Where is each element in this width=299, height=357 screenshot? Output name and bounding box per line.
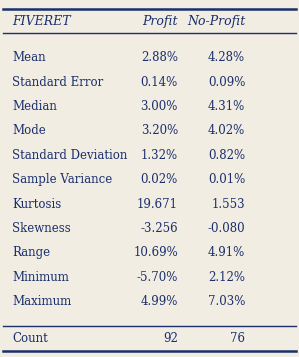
Text: 19.671: 19.671 (137, 198, 178, 211)
Text: No-Profit: No-Profit (187, 15, 245, 27)
Text: 4.91%: 4.91% (208, 246, 245, 260)
Text: 0.82%: 0.82% (208, 149, 245, 162)
Text: 76: 76 (230, 332, 245, 345)
Text: Minimum: Minimum (12, 271, 69, 284)
Text: -3.256: -3.256 (140, 222, 178, 235)
Text: Sample Variance: Sample Variance (12, 173, 112, 186)
Text: 4.02%: 4.02% (208, 125, 245, 137)
Text: Mode: Mode (12, 125, 46, 137)
Text: 0.14%: 0.14% (141, 76, 178, 89)
Text: Mean: Mean (12, 51, 45, 64)
Text: 4.28%: 4.28% (208, 51, 245, 64)
Text: 0.09%: 0.09% (208, 76, 245, 89)
Text: FIVERET: FIVERET (12, 15, 71, 27)
Text: 4.31%: 4.31% (208, 100, 245, 113)
Text: Standard Deviation: Standard Deviation (12, 149, 127, 162)
Text: Maximum: Maximum (12, 295, 71, 308)
Text: Skewness: Skewness (12, 222, 71, 235)
Text: 2.12%: 2.12% (208, 271, 245, 284)
Text: Median: Median (12, 100, 57, 113)
Text: Standard Error: Standard Error (12, 76, 103, 89)
Text: 4.99%: 4.99% (141, 295, 178, 308)
Text: 92: 92 (163, 332, 178, 345)
Text: 0.01%: 0.01% (208, 173, 245, 186)
Text: 2.88%: 2.88% (141, 51, 178, 64)
Text: Count: Count (12, 332, 48, 345)
Text: -5.70%: -5.70% (137, 271, 178, 284)
Text: Range: Range (12, 246, 50, 260)
Text: 3.20%: 3.20% (141, 125, 178, 137)
Text: 3.00%: 3.00% (141, 100, 178, 113)
Text: -0.080: -0.080 (208, 222, 245, 235)
Text: 7.03%: 7.03% (208, 295, 245, 308)
Text: Profit: Profit (142, 15, 178, 27)
Text: 0.02%: 0.02% (141, 173, 178, 186)
Text: 1.553: 1.553 (212, 198, 245, 211)
Text: Kurtosis: Kurtosis (12, 198, 61, 211)
Text: 1.32%: 1.32% (141, 149, 178, 162)
Text: 10.69%: 10.69% (133, 246, 178, 260)
